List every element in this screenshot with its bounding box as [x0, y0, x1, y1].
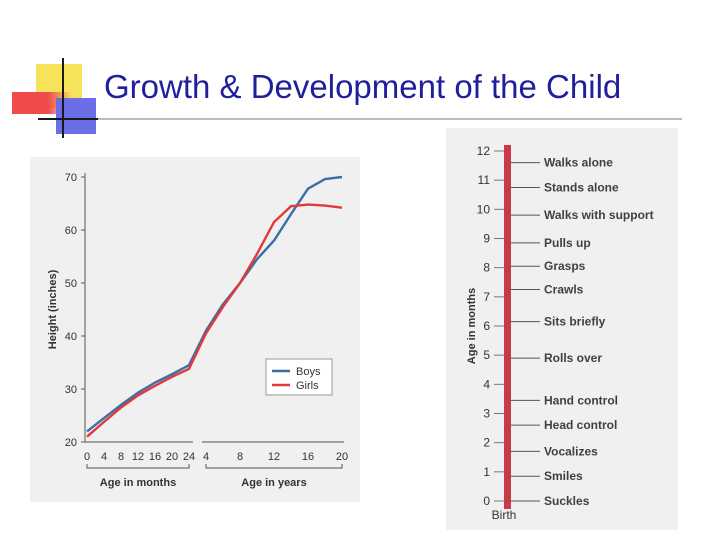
month-tick-label: 5 — [483, 348, 490, 362]
x-axis-title-years: Age in years — [241, 477, 306, 489]
month-tick-label: 9 — [483, 232, 490, 246]
x-tick-label-years: 12 — [268, 451, 280, 463]
y-tick-label: 70 — [65, 172, 77, 184]
x-tick-label-months: 8 — [118, 451, 124, 463]
y-axis-title: Height (inches) — [47, 269, 59, 349]
x-tick-label-years: 4 — [203, 451, 209, 463]
y-tick-label: 40 — [65, 331, 77, 343]
x-tick-label-years: 8 — [237, 451, 243, 463]
milestone-label: Walks alone — [544, 156, 613, 170]
x-tick-label-years: 16 — [302, 451, 314, 463]
milestone-label: Grasps — [544, 259, 586, 273]
month-tick-label: 8 — [483, 261, 490, 275]
decor-horizontal-line — [38, 118, 98, 120]
x-tick-label-months: 0 — [84, 451, 90, 463]
x-tick-label-months: 24 — [183, 451, 195, 463]
milestone-label: Sits briefly — [544, 315, 606, 329]
month-tick-label: 0 — [483, 494, 490, 508]
milestone-label: Crawls — [544, 283, 584, 297]
milestone-label: Suckles — [544, 494, 590, 508]
x-bracket-years — [205, 464, 343, 469]
month-tick-label: 6 — [483, 319, 490, 333]
series-line-boys — [86, 175, 343, 433]
month-tick-label: 3 — [483, 407, 490, 421]
milestone-label: Smiles — [544, 469, 583, 483]
x-tick-label-months: 4 — [101, 451, 107, 463]
month-tick-label: 7 — [483, 290, 490, 304]
milestone-label: Vocalizes — [544, 444, 598, 458]
y-tick-label: 30 — [65, 384, 77, 396]
milestone-label: Pulls up — [544, 236, 591, 250]
x-axis-title-months: Age in months — [100, 477, 176, 489]
milestone-label: Rolls over — [544, 351, 602, 365]
legend-label-girls: Girls — [296, 380, 319, 392]
milestone-label: Head control — [544, 418, 617, 432]
legend-box — [265, 358, 333, 396]
x-tick-label-years: 20 — [336, 451, 348, 463]
x-bracket-months — [86, 464, 190, 469]
growth-chart-panel: 20 30 40 50 60 70 Height (inches) 0 4 8 12 16 20 24 4 8… — [30, 157, 360, 502]
y-tick-label: 20 — [65, 437, 77, 449]
month-tick-label: 2 — [483, 436, 490, 450]
legend-label-boys: Boys — [296, 366, 321, 378]
milestone-label: Hand control — [544, 393, 618, 407]
title-underline — [98, 118, 682, 120]
milestone-chart-panel: 0 1 2 3 4 5 6 7 8 9 10 11 12 Age in months Birth Suckle… — [446, 128, 678, 530]
month-tick-label: 10 — [477, 202, 491, 216]
timeline-axis-title: Age in months — [466, 288, 478, 364]
y-tick-label: 60 — [65, 225, 77, 237]
month-tick-label: 11 — [478, 173, 491, 187]
milestone-label: Stands alone — [544, 180, 619, 194]
decor-vertical-line — [62, 58, 64, 138]
x-tick-label-months: 12 — [132, 451, 144, 463]
month-tick-label: 12 — [477, 144, 491, 158]
month-tick-label: 4 — [483, 377, 490, 391]
x-tick-label-months: 20 — [166, 451, 178, 463]
y-tick-label: 50 — [65, 278, 77, 290]
x-tick-label-months: 16 — [149, 451, 161, 463]
slide-title: Growth & Development of the Child — [104, 68, 622, 105]
series-line-girls — [86, 203, 343, 438]
timeline-bar — [504, 145, 511, 509]
timeline-start-label: Birth — [492, 508, 517, 522]
milestone-label: Walks with support — [544, 208, 654, 222]
month-tick-label: 1 — [483, 465, 490, 479]
